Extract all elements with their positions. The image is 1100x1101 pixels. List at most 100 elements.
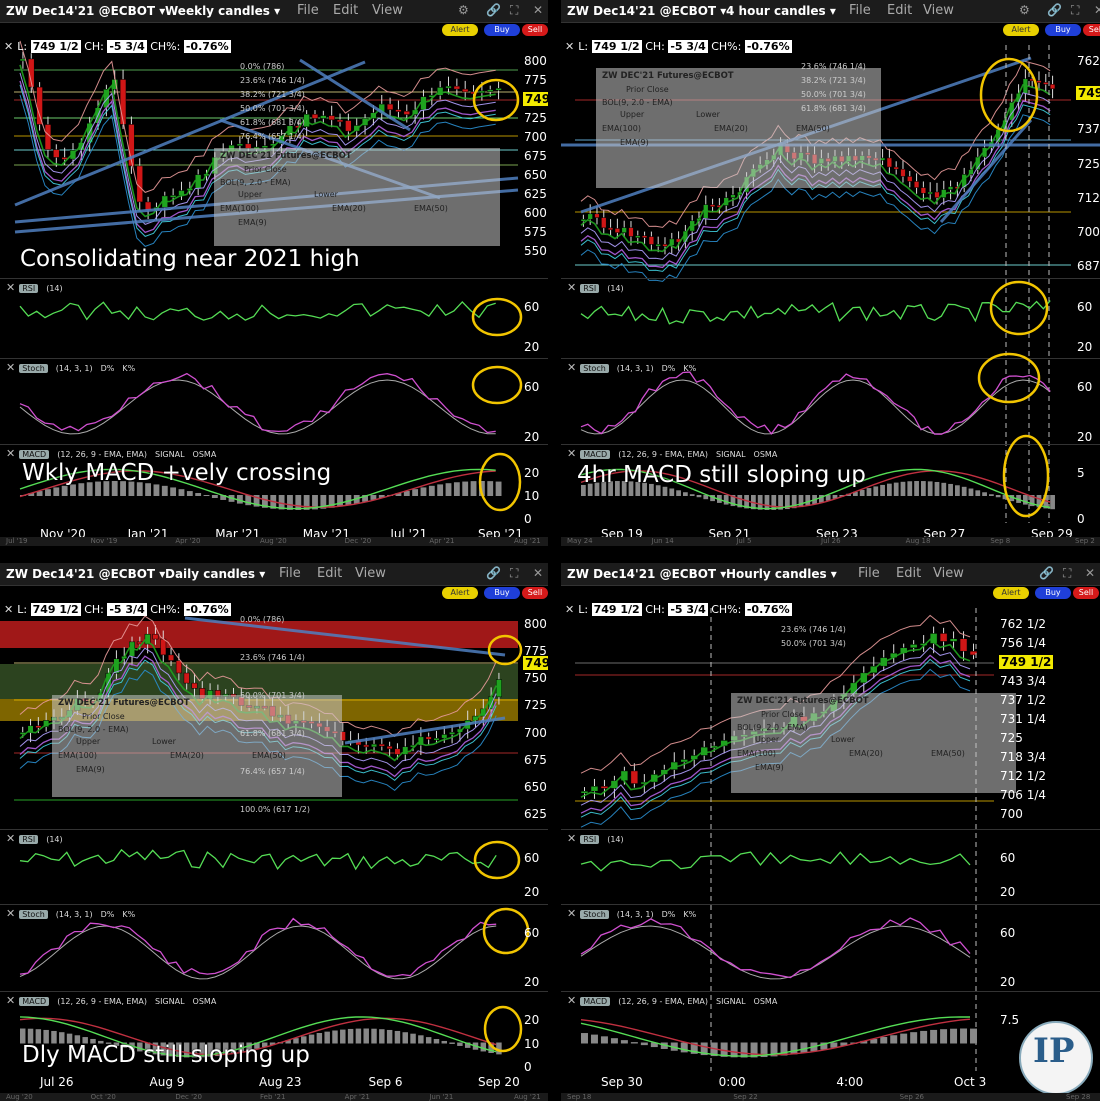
close-study-icon[interactable]: ✕ — [6, 832, 16, 845]
close-icon[interactable]: ✕ — [533, 3, 544, 17]
timeframe-selector[interactable]: Daily candles ▾ — [165, 567, 266, 581]
timeframe-selector[interactable]: 4 hour candles ▾ — [726, 4, 836, 18]
time-navigator-strip[interactable]: Aug '20 Oct '20 Dec '20 Feb '21 Apr '21 Jun '… — [0, 1093, 548, 1101]
close-study-icon[interactable]: ✕ — [567, 907, 577, 920]
sell-button[interactable]: Sell — [1073, 587, 1099, 599]
osma-bar — [120, 481, 126, 496]
symbol-selector[interactable]: ZW Dec14'21 @ECBOT ▾ — [567, 567, 727, 581]
candle-body — [35, 725, 42, 728]
stoch-header[interactable]: ✕ Stoch (14, 3, 1) D% K% — [6, 907, 135, 920]
osma-bar — [700, 1042, 708, 1056]
change-pct-value: -0.76% — [183, 603, 231, 616]
time-navigator-strip[interactable]: May 24 Jun 14 Jul 5 Jul 26 Aug 18 Sep 8 Sep 2 — [561, 537, 1100, 546]
osma-bar — [496, 1042, 502, 1055]
close-study-icon[interactable]: ✕ — [6, 361, 16, 374]
link-icon[interactable]: 🔗 — [1039, 566, 1054, 580]
close-quote-icon[interactable]: ✕ — [4, 603, 14, 616]
menu-view[interactable]: View — [372, 3, 403, 18]
symbol-selector[interactable]: ZW Dec14'21 @ECBOT ▾ — [567, 4, 727, 18]
rsi-header[interactable]: ✕ RSI (14) — [6, 281, 63, 294]
macd-header[interactable]: ✕ MACD (12, 26, 9 - EMA, EMA) SIGNAL OSMA — [6, 994, 216, 1007]
menu-edit[interactable]: Edit — [333, 3, 359, 18]
study-legend[interactable]: ZW DEC'21 Futures@ECBOT Prior Close BOL(9,… — [596, 68, 881, 188]
macd-divider — [561, 991, 1100, 992]
sell-button[interactable]: Sell — [522, 24, 548, 36]
rsi-header[interactable]: ✕ RSI (14) — [567, 832, 624, 845]
expand-icon[interactable]: ⛶ — [510, 3, 519, 17]
stoch-header[interactable]: ✕ Stoch (14, 3, 1) D% K% — [567, 361, 696, 374]
close-icon[interactable]: ✕ — [1094, 3, 1100, 17]
menu-file[interactable]: File — [297, 3, 319, 18]
stoch-header[interactable]: ✕ Stoch (14, 3, 1) D% K% — [567, 907, 696, 920]
close-study-icon[interactable]: ✕ — [567, 281, 577, 294]
menu-view[interactable]: View — [923, 3, 954, 18]
time-navigator-strip[interactable]: Sep 18 Sep 22 Sep 26 Sep 28 — [561, 1093, 1100, 1101]
sell-button[interactable]: Sell — [1083, 24, 1100, 36]
symbol-selector[interactable]: ZW Dec14'21 @ECBOT ▾ — [6, 4, 166, 18]
timeframe-selector[interactable]: Weekly candles ▾ — [165, 4, 281, 18]
macd-header[interactable]: ✕ MACD (12, 26, 9 - EMA, EMA) SIGNAL OSMA — [6, 447, 216, 460]
close-study-icon[interactable]: ✕ — [6, 907, 16, 920]
alert-button[interactable]: Alert — [993, 587, 1029, 599]
macd-header[interactable]: ✕ MACD (12, 26, 9 - EMA, EMA) SIGNAL OSMA — [567, 447, 777, 460]
menu-file[interactable]: File — [279, 566, 301, 581]
alert-button[interactable]: Alert — [1003, 24, 1039, 36]
close-icon[interactable]: ✕ — [533, 566, 544, 580]
stoch-params: (14, 3, 1) — [55, 364, 93, 373]
osma-bar — [245, 495, 252, 506]
settings-icon[interactable]: ⚙ — [458, 3, 469, 17]
rsi-header[interactable]: ✕ RSI (14) — [567, 281, 624, 294]
close-quote-icon[interactable]: ✕ — [565, 40, 575, 53]
study-legend[interactable]: ZW DEC'21 Futures@ECBOT Prior Close BOL(9,… — [731, 693, 1016, 793]
candle-body — [286, 125, 294, 136]
alert-button[interactable]: Alert — [442, 24, 478, 36]
buy-button[interactable]: Buy — [1035, 587, 1071, 599]
macd-header[interactable]: ✕ MACD (12, 26, 9 - EMA, EMA) SIGNAL OSMA — [567, 994, 777, 1007]
close-study-icon[interactable]: ✕ — [567, 361, 577, 374]
close-quote-icon[interactable]: ✕ — [4, 40, 14, 53]
macd-series-label: SIGNAL — [154, 997, 185, 1006]
close-study-icon[interactable]: ✕ — [567, 994, 577, 1007]
symbol-selector[interactable]: ZW Dec14'21 @ECBOT ▾ — [6, 567, 166, 581]
macd-divider — [561, 444, 1100, 445]
sell-button[interactable]: Sell — [522, 587, 548, 599]
link-icon[interactable]: 🔗 — [1047, 3, 1062, 17]
osma-bar — [730, 495, 736, 507]
alert-button[interactable]: Alert — [442, 587, 478, 599]
menu-view[interactable]: View — [355, 566, 386, 581]
osma-bar — [955, 485, 960, 496]
close-quote-icon[interactable]: ✕ — [565, 603, 575, 616]
timeframe-selector[interactable]: Hourly candles ▾ — [726, 567, 837, 581]
close-study-icon[interactable]: ✕ — [567, 832, 577, 845]
menu-file[interactable]: File — [849, 3, 871, 18]
expand-icon[interactable]: ⛶ — [510, 566, 519, 580]
close-study-icon[interactable]: ✕ — [567, 447, 577, 460]
menu-file[interactable]: File — [858, 566, 880, 581]
rsi-header[interactable]: ✕ RSI (14) — [6, 832, 63, 845]
study-legend[interactable]: ZW DEC'21 Futures@ECBOT Prior Close BOL(9,… — [214, 148, 500, 246]
expand-icon[interactable]: ⛶ — [1063, 566, 1072, 580]
link-icon[interactable]: 🔗 — [486, 566, 501, 580]
osma-bar — [680, 1042, 688, 1053]
close-icon[interactable]: ✕ — [1085, 566, 1096, 580]
time-navigator-strip[interactable]: Jul '19 Nov '19 Apr '20 Aug '20 Dec '20 Apr '… — [0, 537, 548, 546]
link-icon[interactable]: 🔗 — [486, 3, 501, 17]
buy-button[interactable]: Buy — [1045, 24, 1081, 36]
legend-item: BOL(9, 2.0 - EMA) — [58, 725, 129, 734]
close-study-icon[interactable]: ✕ — [6, 447, 16, 460]
menu-view[interactable]: View — [933, 566, 964, 581]
menu-edit[interactable]: Edit — [317, 566, 343, 581]
legend-item: Lower — [314, 190, 338, 199]
menu-edit[interactable]: Edit — [896, 566, 922, 581]
candle-body — [700, 746, 708, 756]
close-study-icon[interactable]: ✕ — [6, 994, 16, 1007]
stoch-header[interactable]: ✕ Stoch (14, 3, 1) D% K% — [6, 361, 135, 374]
settings-icon[interactable]: ⚙ — [1019, 3, 1030, 17]
study-legend[interactable]: ZW DEC'21 Futures@ECBOT Prior Close BOL(9,… — [52, 695, 342, 797]
buy-button[interactable]: Buy — [484, 587, 520, 599]
candle-body — [947, 186, 954, 190]
buy-button[interactable]: Buy — [484, 24, 520, 36]
menu-edit[interactable]: Edit — [887, 3, 913, 18]
close-study-icon[interactable]: ✕ — [6, 281, 16, 294]
expand-icon[interactable]: ⛶ — [1071, 3, 1080, 17]
